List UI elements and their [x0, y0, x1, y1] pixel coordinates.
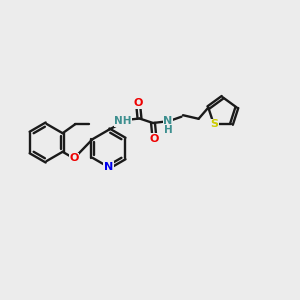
Text: S: S — [210, 119, 218, 129]
Text: O: O — [150, 134, 159, 144]
Text: N: N — [104, 162, 113, 172]
Text: NH: NH — [114, 116, 132, 127]
Text: H: H — [164, 125, 172, 135]
Text: N: N — [164, 116, 172, 126]
Text: O: O — [69, 153, 79, 164]
Text: O: O — [133, 98, 143, 108]
